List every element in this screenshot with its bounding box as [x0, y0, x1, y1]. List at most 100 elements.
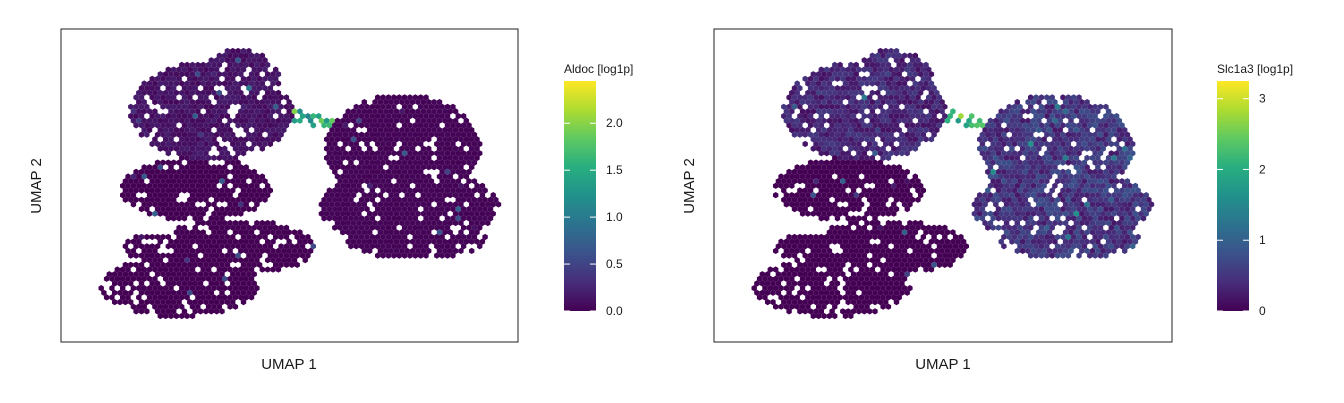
hexbin-cell: [334, 210, 341, 217]
hexbin-cell: [1105, 238, 1112, 245]
hexbin-cell: [832, 164, 838, 171]
hexbin-cell: [794, 173, 800, 180]
hexbin-cell: [1127, 154, 1133, 161]
hexbin-cell: [824, 261, 830, 268]
hexbin-cell: [248, 61, 255, 68]
hexbin-cell: [1068, 136, 1074, 143]
hexbin-cell: [816, 99, 822, 106]
hexbin-cell: [117, 271, 123, 278]
hexbin-cell: [273, 122, 279, 129]
hexbin-cell: [283, 103, 290, 110]
hexbin-cell: [393, 108, 400, 115]
hexbin-cell: [146, 173, 153, 180]
hexbin-cell: [837, 145, 843, 152]
hexbin-cell: [840, 243, 846, 250]
hexbin-cell: [238, 173, 244, 180]
hexbin-cell: [880, 238, 886, 245]
hexbin-cell: [858, 285, 865, 292]
hexbin-cell: [436, 229, 443, 236]
hexbin-cell: [383, 182, 389, 189]
hexbin-cell: [807, 103, 814, 110]
hexbin-cell: [232, 257, 239, 264]
hexbin-cell: [401, 206, 408, 213]
hexbin-cell: [767, 275, 773, 282]
hexbin-cell: [864, 229, 870, 236]
hexbin-cell: [1006, 196, 1012, 203]
hexbin-cell: [799, 126, 806, 134]
hexbin-cell: [883, 224, 889, 231]
hexbin-cell: [211, 192, 217, 199]
hexbin-cell: [901, 108, 908, 115]
hexbin-cell: [434, 113, 440, 120]
hexbin-cell: [810, 257, 816, 264]
hexbin-cell: [214, 261, 220, 268]
hexbin-cell: [259, 173, 265, 180]
hexbin-cell: [340, 229, 346, 236]
hexbin-cell: [869, 52, 875, 59]
hexbin-cell: [160, 75, 166, 82]
hexbin-cell: [350, 117, 357, 124]
hexbin-cell: [133, 178, 139, 185]
hexbin-cell: [926, 85, 932, 92]
hexbin-cell: [912, 126, 918, 134]
hexbin-cell: [875, 117, 881, 124]
hexbin-cell: [1044, 94, 1050, 101]
hexbin-cell: [891, 238, 897, 245]
hexbin-cell: [993, 145, 999, 152]
hexbin-cell: [1092, 252, 1098, 259]
hexbin-cell: [1097, 168, 1104, 175]
hexbin-cell: [420, 173, 427, 180]
hexbin-cell: [1036, 173, 1042, 180]
hexbin-cell: [165, 280, 171, 287]
hexbin-cell: [168, 145, 174, 152]
hexbin-cell: [195, 219, 201, 227]
hexbin-cell: [157, 99, 163, 106]
hexbin-cell: [181, 271, 188, 278]
hexbin-cell: [444, 122, 451, 129]
hexbin-cell: [877, 85, 884, 92]
hexbin-cell: [858, 117, 865, 124]
hexbin-cell: [197, 178, 204, 185]
hexbin-cell: [816, 126, 822, 134]
hexbin-cell: [230, 299, 236, 306]
hexbin-cell: [324, 136, 330, 143]
hexbin-cell: [189, 145, 196, 152]
hexbin-cell: [872, 168, 878, 175]
hexbin-cell: [251, 289, 257, 296]
hexbin-cell: [219, 243, 225, 250]
hexbin-cell: [810, 182, 816, 189]
hexbin-cell: [810, 285, 816, 292]
hexbin-cell: [1079, 247, 1085, 254]
hexbin-cell: [157, 210, 163, 217]
hexbin-cell: [240, 122, 247, 129]
hexbin-cell: [1025, 117, 1031, 124]
hexbin-cell: [415, 164, 421, 171]
hexbin-cell: [1052, 238, 1058, 245]
hexbin-cell: [259, 61, 265, 68]
hexbin-cell: [332, 140, 338, 148]
hexbin-cell: [479, 219, 486, 227]
hexbin-cell: [797, 103, 803, 110]
hexbin-cell: [157, 303, 163, 310]
hexbin-cell: [888, 150, 894, 157]
hexbin-cell: [837, 117, 843, 124]
hexbin-cell: [1046, 229, 1053, 236]
hexbin-cell: [826, 71, 833, 78]
hexbin-cell: [1068, 126, 1074, 134]
hexbin-cell: [407, 113, 413, 120]
hexbin-cell: [128, 280, 134, 287]
hexbin-cell: [152, 173, 158, 180]
hexbin-cell: [842, 210, 849, 217]
hexbin-cell: [867, 113, 873, 120]
hexbin-cell: [391, 206, 397, 213]
hexbin-cell: [184, 80, 190, 87]
hexbin-cell: [469, 201, 475, 208]
hexbin-cell: [200, 294, 206, 301]
hexbin-cell: [1089, 247, 1096, 254]
hexbin-cell: [383, 126, 389, 134]
hexbin-cell: [391, 113, 397, 120]
hexbin-cell: [391, 224, 397, 231]
hexbin-cell: [407, 94, 413, 101]
hexbin-cell: [173, 229, 180, 236]
hexbin-cell: [434, 122, 440, 129]
